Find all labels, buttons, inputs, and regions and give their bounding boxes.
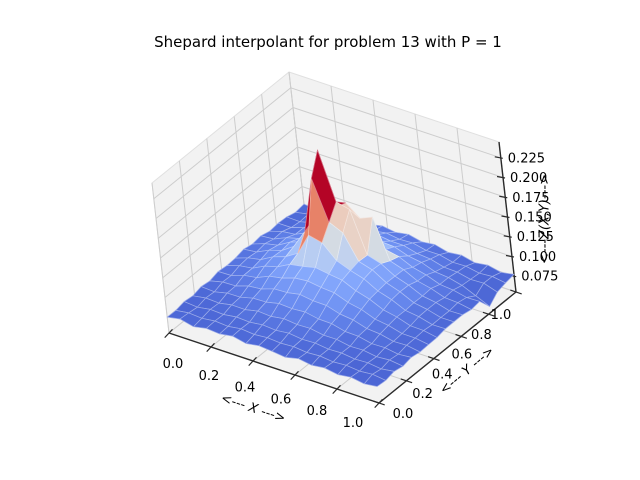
x-tick (290, 370, 299, 381)
y-tick (455, 333, 468, 339)
z-tick (501, 215, 510, 219)
z-tick (499, 195, 508, 199)
z-tick-label: 0.125 (517, 230, 554, 245)
surface-face (311, 149, 337, 223)
x-tick-label: 1.0 (343, 416, 364, 431)
x-tick (164, 328, 173, 339)
z-tick-label: 0.200 (510, 171, 547, 186)
y-tick-label: 0.2 (412, 387, 433, 402)
z-tick-label: 0.150 (515, 211, 552, 226)
x-tick-label: 0.2 (199, 369, 220, 384)
x-tick-label: 0.6 (271, 392, 292, 407)
grid-wall-x-z (164, 186, 303, 298)
grid-wall-x-z (160, 146, 298, 259)
grid-wall-y-z (290, 87, 501, 159)
grid-wall-y-z (299, 166, 510, 238)
surface-face (363, 373, 387, 387)
y-tick-label: 0.8 (471, 328, 492, 343)
y-tick-label: 1.0 (491, 308, 512, 323)
x-tick-label: 0.0 (163, 357, 184, 372)
y-tick-label: 0.4 (432, 367, 453, 382)
z-tick (496, 175, 506, 179)
y-tick (510, 289, 522, 295)
x-tick (248, 356, 257, 367)
z-tick (505, 254, 515, 258)
z-tick-label: 0.075 (521, 270, 558, 285)
grid-wall-y-z (292, 107, 504, 179)
grid-wall-x-z (153, 87, 292, 200)
grid-wall-x-z (155, 107, 294, 219)
x-tick (332, 384, 341, 395)
x-tick (206, 342, 215, 353)
z-tick-label: 0.225 (508, 151, 545, 166)
z-tick-label: 0.100 (519, 250, 556, 265)
x-axis-line (168, 332, 380, 404)
x-tick-label: 0.8 (307, 404, 328, 419)
y-axis-line (378, 291, 517, 404)
grid-wall-x-z (162, 166, 301, 279)
grid-wall-x-z (157, 126, 296, 239)
grid-wall-y-z (295, 126, 506, 198)
z-tick (503, 235, 512, 238)
surface-mesh (166, 149, 515, 387)
z-tick (494, 156, 503, 159)
y-tick-label: 0.6 (451, 348, 472, 363)
x-tick-label: 0.4 (235, 381, 256, 396)
y-tick (427, 356, 440, 362)
grid-wall-y-z (301, 185, 513, 257)
y-tick (373, 400, 385, 406)
plot-title: Shepard interpolant for problem 13 with … (154, 33, 502, 51)
y-tick (400, 378, 413, 384)
z-axis-label: <---Z(X,Y)---> (538, 174, 553, 264)
z-tick-label: 0.175 (512, 191, 549, 206)
grid-wall-y-z (297, 146, 508, 218)
y-tick (482, 311, 495, 317)
y-tick-label: 0.0 (393, 407, 414, 422)
